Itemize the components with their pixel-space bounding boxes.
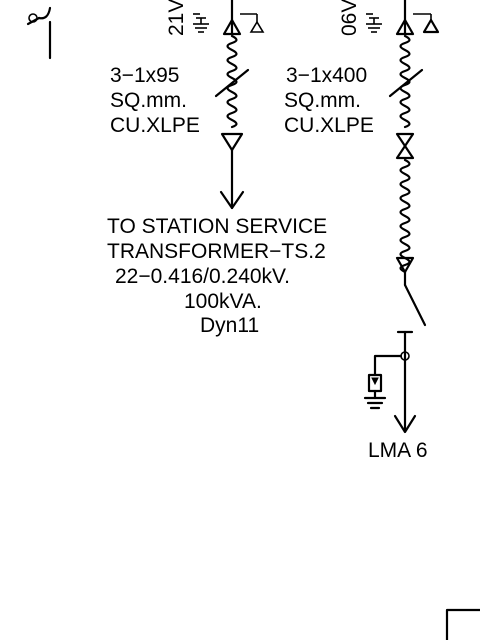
border-frame-corner [445, 608, 480, 640]
destination-line-4: 100kVA. [184, 290, 262, 313]
cable-wave [399, 158, 411, 274]
disconnect-switch-icon [396, 283, 427, 334]
ground-icon [193, 13, 209, 33]
cable-joint-icon [395, 132, 415, 160]
destination-line-1: TO STATION SERVICE [107, 215, 327, 238]
cable-unit-label: SQ.mm. [284, 89, 361, 112]
surge-arrester-icon [413, 13, 440, 34]
cable-type-label: CU.XLPE [110, 114, 200, 137]
cable-termination-bottom-icon [395, 256, 415, 274]
cable-unit-label: SQ.mm. [110, 89, 187, 112]
feeder-06v: 06V [284, 0, 440, 462]
earthing-branch [363, 354, 403, 410]
destination-label: LMA 6 [368, 439, 428, 462]
surge-arrester-icon [240, 13, 265, 33]
cable-size-label: 3−1x95 [110, 64, 179, 87]
feeder-21v: 21V [107, 0, 327, 337]
destination-line-5: Dyn11 [200, 314, 259, 337]
partial-switch-symbol [26, 6, 52, 60]
ground-icon [366, 13, 382, 33]
down-arrow-icon [219, 148, 245, 210]
cable-type-label: CU.XLPE [284, 114, 374, 137]
feeder-06v-tag: 06V [338, 0, 361, 36]
cable-termination-icon [395, 0, 415, 36]
destination-line-2: TRANSFORMER−TS.2 [107, 240, 326, 263]
feeder-21v-tag: 21V [165, 0, 188, 36]
cable-slash-mark [214, 68, 250, 98]
cable-size-label: 3−1x400 [286, 64, 367, 87]
destination-line-3: 22−0.416/0.240kV. [115, 265, 290, 288]
cable-wave [226, 34, 238, 129]
cable-wave [399, 34, 411, 129]
cable-termination-bottom-icon [220, 132, 244, 152]
cable-termination-icon [222, 0, 242, 36]
down-arrow-icon [393, 414, 417, 434]
cable-slash-mark [388, 68, 424, 98]
